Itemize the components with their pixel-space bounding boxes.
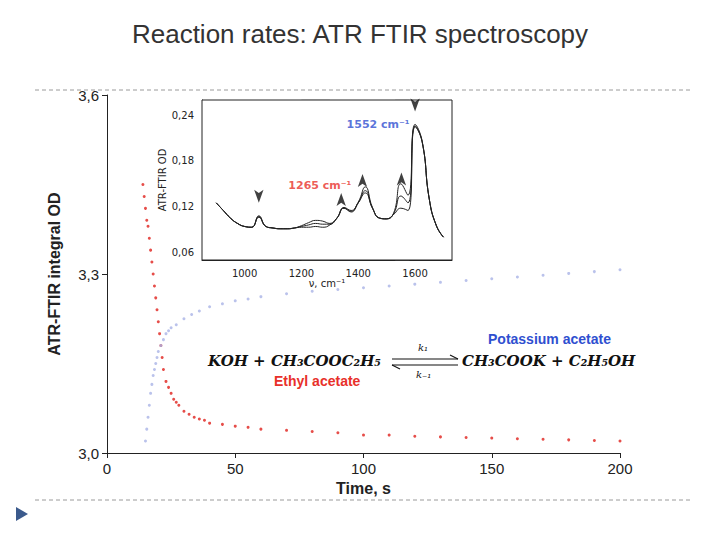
svg-text:Ethyl acetate: Ethyl acetate	[274, 373, 361, 389]
svg-text:ν, cm⁻¹: ν, cm⁻¹	[309, 278, 345, 289]
svg-text:k₁: k₁	[418, 342, 428, 353]
svg-text:1000: 1000	[232, 268, 257, 279]
svg-text:1600: 1600	[402, 268, 427, 279]
svg-text:3,6: 3,6	[78, 87, 99, 104]
svg-text:200: 200	[607, 460, 632, 477]
svg-text:0,12: 0,12	[172, 201, 194, 212]
svg-text:Time, s: Time, s	[336, 480, 391, 497]
svg-text:ATR-FTIR integral OD: ATR-FTIR integral OD	[46, 192, 63, 355]
svg-text:0,24: 0,24	[172, 110, 194, 121]
svg-text:100: 100	[351, 460, 376, 477]
svg-text:Reaction rates: ATR FTIR spect: Reaction rates: ATR FTIR spectroscopy	[132, 19, 588, 49]
svg-text:CH₃COOK + C₂H₅OH: CH₃COOK + C₂H₅OH	[462, 352, 636, 370]
svg-text:1400: 1400	[346, 268, 371, 279]
svg-text:1200: 1200	[289, 268, 314, 279]
svg-text:3,0: 3,0	[78, 445, 99, 462]
svg-text:0,18: 0,18	[172, 155, 194, 166]
svg-text:0: 0	[103, 460, 111, 477]
svg-text:1265 cm⁻¹: 1265 cm⁻¹	[288, 179, 351, 192]
svg-text:150: 150	[479, 460, 504, 477]
svg-text:1552 cm⁻¹: 1552 cm⁻¹	[347, 118, 410, 131]
svg-text:KOH + CH₃COOC₂H₅: KOH + CH₃COOC₂H₅	[207, 352, 381, 370]
svg-text:0,06: 0,06	[172, 247, 194, 258]
svg-text:50: 50	[227, 460, 244, 477]
svg-text:Potassium acetate: Potassium acetate	[488, 331, 611, 347]
svg-text:k₋₁: k₋₁	[416, 369, 431, 380]
svg-text:3,3: 3,3	[78, 266, 99, 283]
svg-text:ATR-FTIR OD: ATR-FTIR OD	[157, 148, 168, 211]
